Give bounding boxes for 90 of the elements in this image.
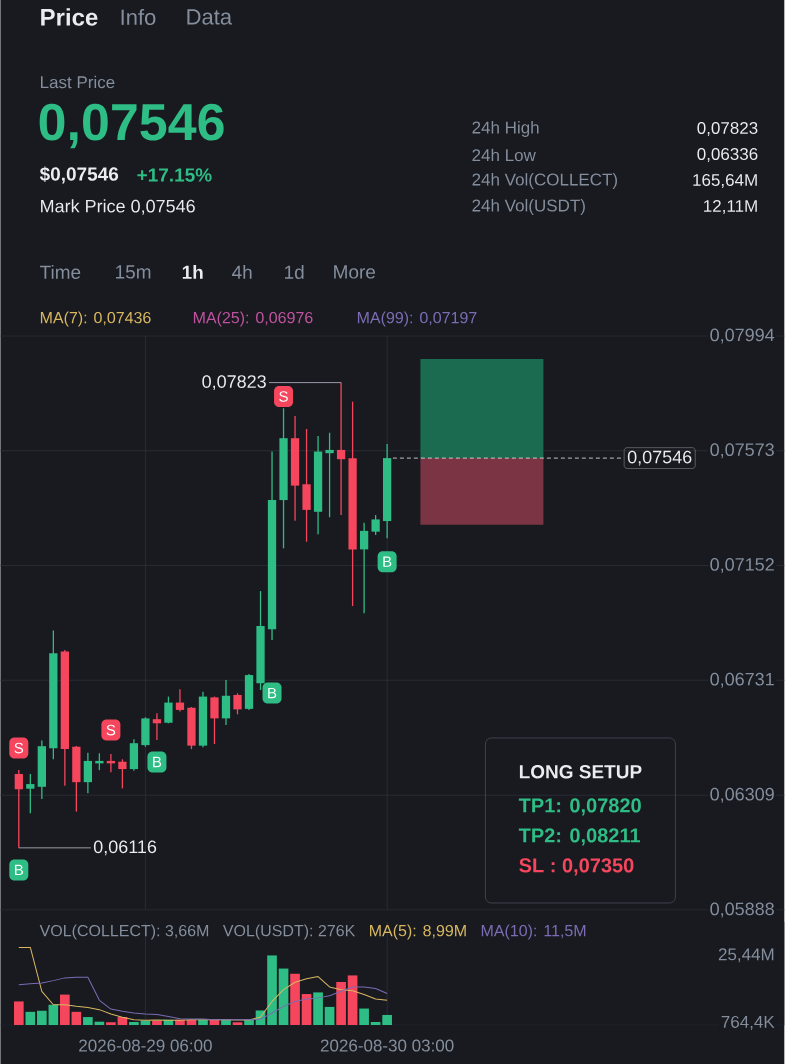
candlestick: [164, 695, 173, 724]
annotation: SL : 0,07350: [519, 858, 634, 876]
y-tick-label: 0,06731: [710, 672, 774, 688]
y-tick-label: 0,07152: [710, 558, 774, 573]
text: 0,07823: [697, 121, 758, 137]
bar: [152, 1020, 162, 1025]
bar: [83, 1017, 93, 1025]
candlestick: [337, 381, 346, 516]
candlestick: [175, 688, 185, 713]
text: 0,07546: [39, 103, 224, 149]
bar: [198, 1019, 208, 1025]
candlestick: [233, 692, 242, 715]
candlestick: [221, 679, 231, 726]
ref-line-label: 0,07546: [627, 450, 692, 466]
text: Last Price: [41, 75, 115, 89]
annotation: B: [153, 756, 162, 768]
candlestick: [325, 432, 334, 518]
candlestick: [371, 514, 380, 536]
text: Time: [40, 265, 81, 279]
annotation: S: [14, 742, 24, 754]
text: 1d: [285, 265, 304, 279]
bar: [106, 1022, 116, 1025]
y-tick-label: 0,06309: [710, 787, 774, 803]
x-tick-label: 2026-08-29 06:00: [79, 1039, 212, 1052]
annotation: S: [106, 724, 116, 736]
annotation: 0,07823: [202, 375, 266, 391]
bar: [221, 1019, 231, 1025]
text: 165,64M: [693, 173, 757, 189]
text: Price: [41, 8, 98, 26]
annotation: B: [268, 687, 277, 699]
text: 15m: [116, 265, 151, 279]
bar: [290, 973, 300, 1025]
text: MA(7): 0,07436: [41, 311, 151, 327]
text: MA(99): 0,07197: [358, 311, 477, 327]
bar: [37, 1010, 47, 1025]
bar: [382, 1014, 393, 1025]
y-tick-label: 0,07994: [710, 328, 775, 344]
bar: [129, 1021, 139, 1025]
candlestick: [210, 695, 219, 745]
annotation: TP1: 0,07820: [518, 798, 641, 816]
bar: [313, 992, 323, 1025]
text: 4h: [232, 265, 252, 279]
bar: [71, 1011, 82, 1025]
bar: [370, 1021, 381, 1025]
bar: [209, 1019, 220, 1025]
text: Mark Price 0,07546: [41, 199, 195, 215]
bar: [359, 1008, 370, 1025]
annotation: B: [15, 864, 24, 876]
candlestick: [83, 752, 93, 794]
text: Data: [187, 9, 233, 25]
text: MA(5): 8,99M: [370, 924, 466, 940]
text: 1h: [182, 265, 203, 279]
x-tick-label: 2026-08-30 03:00: [320, 1039, 454, 1052]
annotation: VOL(USDT): 276K: [222, 924, 356, 940]
annotation: B: [383, 556, 392, 567]
y-tick-label: 764,4K: [721, 1015, 775, 1030]
text: 24h Vol(USDT): [472, 199, 585, 215]
annotation: LONG SETUP: [520, 765, 642, 779]
bar: [267, 955, 277, 1025]
annotation: 0,06116: [94, 840, 157, 856]
y-tick-label: 25,44M: [718, 948, 774, 963]
text: MA(25): 0,06976: [194, 311, 313, 327]
y-tick-label: 0,05888: [710, 902, 775, 918]
annotation: TP2: 0,08211: [518, 828, 641, 846]
bar: [60, 994, 70, 1025]
bar: [48, 1004, 59, 1025]
candlestick: [152, 712, 162, 741]
text: +17.15%: [137, 168, 212, 182]
candlestick: [118, 758, 127, 790]
bar: [324, 1006, 335, 1025]
text: 24h High: [472, 121, 539, 137]
text: More: [334, 265, 376, 279]
text: 24h Vol(COLLECT): [472, 173, 618, 189]
text: 0,06336: [697, 147, 758, 163]
annotation: S: [279, 391, 288, 402]
bar: [301, 994, 312, 1025]
candlestick: [14, 769, 24, 849]
text: Info: [121, 8, 156, 26]
text: 24h Low: [472, 148, 536, 162]
bar: [232, 1022, 243, 1025]
bar: [336, 981, 347, 1025]
annotation: VOL(COLLECT): 3,66M: [39, 924, 209, 940]
bar: [25, 1011, 36, 1025]
candlestick: [26, 773, 35, 814]
y-tick-label: 0,07573: [710, 443, 774, 459]
text: MA(10): 11,5M: [481, 924, 586, 940]
text: $0,07546: [39, 166, 119, 184]
candlestick: [360, 522, 369, 614]
text: 12,11M: [704, 199, 757, 215]
bar: [14, 1001, 24, 1025]
